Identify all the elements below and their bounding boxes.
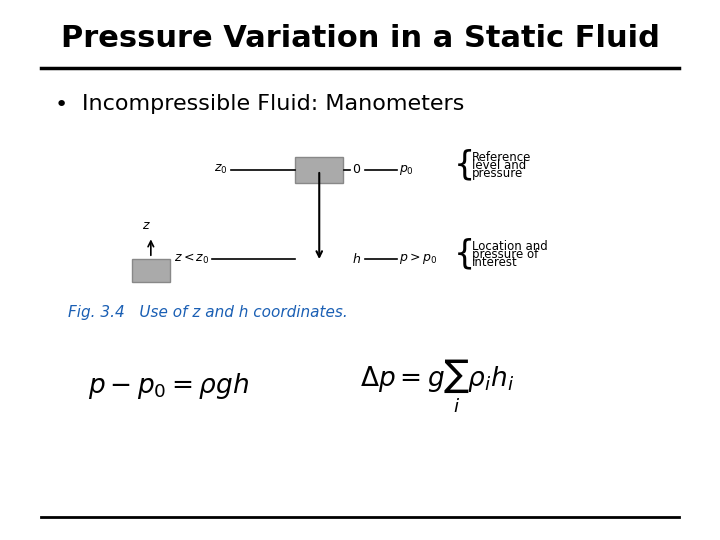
FancyBboxPatch shape — [132, 259, 170, 282]
Text: $z < z_0$: $z < z_0$ — [174, 252, 210, 266]
Text: Reference: Reference — [472, 151, 531, 164]
Text: {: { — [454, 148, 475, 181]
Text: Location and: Location and — [472, 240, 548, 253]
Text: $0$: $0$ — [352, 163, 361, 176]
Text: •: • — [55, 94, 68, 114]
Text: {: { — [454, 237, 475, 271]
Text: pressure of: pressure of — [472, 248, 539, 261]
Text: interest: interest — [472, 256, 518, 269]
Text: Incompressible Fluid: Manometers: Incompressible Fluid: Manometers — [81, 94, 464, 114]
FancyBboxPatch shape — [295, 157, 343, 183]
Text: $p_0$: $p_0$ — [400, 163, 414, 177]
Text: $\Delta p = g \sum_i \rho_i h_i$: $\Delta p = g \sum_i \rho_i h_i$ — [360, 357, 514, 415]
Text: Fig. 3.4   Use of z and h coordinates.: Fig. 3.4 Use of z and h coordinates. — [68, 305, 348, 320]
Text: $p > p_0$: $p > p_0$ — [400, 251, 438, 266]
Text: $z_0$: $z_0$ — [214, 163, 228, 176]
Text: Pressure Variation in a Static Fluid: Pressure Variation in a Static Fluid — [60, 24, 660, 53]
Text: $h$: $h$ — [352, 252, 361, 266]
Text: level and: level and — [472, 159, 526, 172]
Text: $z$: $z$ — [143, 219, 151, 232]
Text: pressure: pressure — [472, 167, 523, 180]
Text: $p - p_0 = \rho g h$: $p - p_0 = \rho g h$ — [89, 371, 250, 401]
